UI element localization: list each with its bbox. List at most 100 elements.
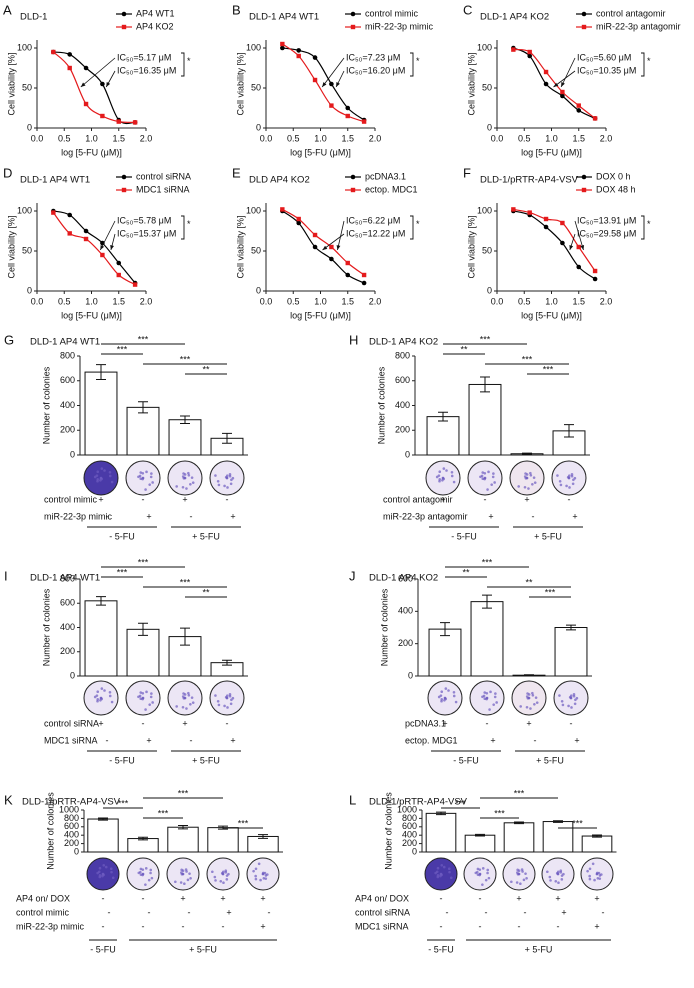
group-label: - 5-FU xyxy=(90,944,116,954)
treatment-mark: + xyxy=(98,494,103,504)
colony xyxy=(147,878,151,882)
colony xyxy=(214,879,217,882)
arrow-head xyxy=(336,245,341,250)
treatment-mark: + xyxy=(594,921,599,931)
error-bar xyxy=(522,452,532,455)
colony xyxy=(181,705,185,709)
colony xyxy=(485,696,489,700)
bar xyxy=(470,601,504,677)
x-tick-label: 2.0 xyxy=(140,296,153,306)
colony xyxy=(556,474,559,477)
bar xyxy=(468,383,502,456)
colony xyxy=(141,696,145,700)
treatment-label: control siRNA xyxy=(44,718,99,728)
x-tick-label: 2.0 xyxy=(600,133,613,143)
colony xyxy=(145,470,148,474)
bar xyxy=(167,826,199,853)
colony xyxy=(439,694,443,697)
colony xyxy=(450,470,454,474)
colony xyxy=(214,474,217,477)
arrow-head xyxy=(110,245,114,250)
error-bar xyxy=(178,825,188,830)
colony xyxy=(214,694,217,697)
panel-letter: D xyxy=(3,165,12,180)
colony xyxy=(452,694,456,698)
y-tick-label: 400 xyxy=(395,400,410,410)
error-bar xyxy=(482,594,492,609)
bar xyxy=(426,416,460,456)
data-point xyxy=(116,260,122,266)
error-bar xyxy=(440,622,450,637)
legend-label: MDC1 siRNA xyxy=(136,184,190,194)
data-point xyxy=(511,47,516,52)
colony xyxy=(101,874,104,878)
ic50-arrow xyxy=(80,57,116,88)
treatment-label: control mimic xyxy=(16,907,70,917)
colony xyxy=(523,485,527,489)
panel-letter: I xyxy=(4,568,8,583)
treatment-label: miR-22-3p mimic xyxy=(44,511,113,521)
colony xyxy=(262,876,266,880)
treatment-mark: + xyxy=(574,735,579,745)
colony xyxy=(483,471,487,475)
x-tick-label: 0.5 xyxy=(58,133,71,143)
colony xyxy=(532,476,536,479)
data-point xyxy=(51,49,56,55)
y-tick-label: 200 xyxy=(402,838,417,848)
significance-label: * xyxy=(647,219,651,229)
colony xyxy=(219,880,223,883)
colony xyxy=(436,866,440,870)
colony xyxy=(556,870,560,874)
y-tick-label: 1000 xyxy=(397,804,417,814)
colony xyxy=(559,871,563,874)
colony xyxy=(593,878,596,882)
group-label: - 5-FU xyxy=(428,944,454,954)
colony xyxy=(533,481,537,484)
colony xyxy=(521,870,524,873)
ic50-arrow xyxy=(574,220,584,251)
treatment-mark: - xyxy=(484,494,487,504)
y-tick-label: 0 xyxy=(405,449,410,459)
colony xyxy=(570,706,573,709)
colony xyxy=(572,694,576,698)
colony xyxy=(189,877,192,880)
colony xyxy=(261,872,265,876)
colony xyxy=(98,866,102,870)
arrow-head xyxy=(80,82,86,87)
ic50-arrow xyxy=(99,220,116,251)
legend-marker xyxy=(121,11,127,17)
colony xyxy=(100,687,104,690)
colony xyxy=(139,471,143,474)
data-point xyxy=(592,268,598,274)
colony xyxy=(560,700,564,703)
data-point xyxy=(543,224,549,230)
colony xyxy=(591,862,595,866)
colony xyxy=(108,694,112,698)
error-bar xyxy=(98,817,108,821)
data-point xyxy=(361,272,367,278)
colony xyxy=(138,474,142,478)
y-tick-label: 800 xyxy=(60,350,75,360)
colony xyxy=(100,467,104,470)
panel-letter: E xyxy=(232,165,241,180)
colony xyxy=(144,867,148,870)
colony xyxy=(557,881,560,885)
y-tick-label: 800 xyxy=(402,813,417,823)
colony xyxy=(225,878,229,881)
colony xyxy=(488,708,491,711)
colony xyxy=(191,481,195,484)
y-axis-label: Cell viability [%] xyxy=(6,215,16,278)
arrow-head xyxy=(322,245,328,250)
panel-title: DLD AP4 KO2 xyxy=(249,175,310,186)
data-point xyxy=(543,81,549,87)
x-tick-label: 0.0 xyxy=(31,133,44,143)
colony xyxy=(442,865,446,869)
data-point xyxy=(527,210,532,215)
treatment-label: AP4 on/ DOX xyxy=(355,893,409,903)
colony xyxy=(175,485,178,488)
legend-marker xyxy=(350,24,356,30)
y-tick-label: 0 xyxy=(74,846,79,856)
data-point xyxy=(576,108,582,113)
colony xyxy=(183,693,187,696)
